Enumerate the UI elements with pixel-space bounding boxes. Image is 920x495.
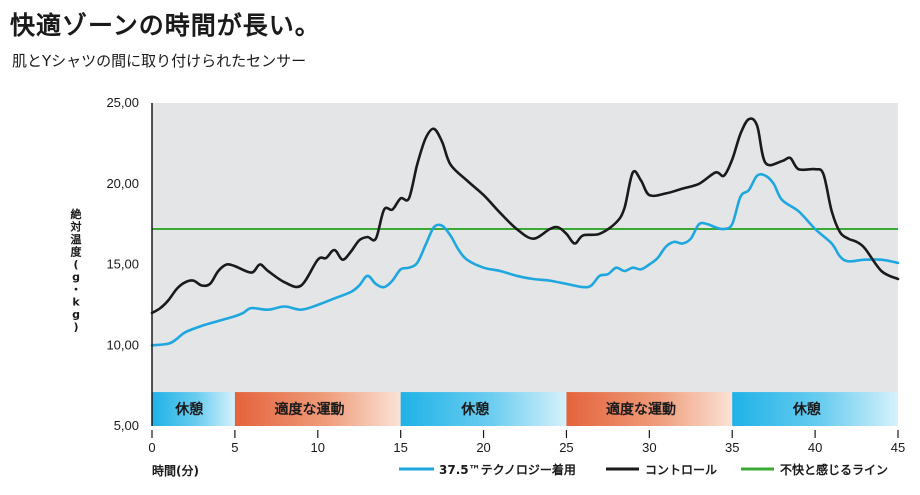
- legend-label-threshold: 不快と感じるライン: [780, 462, 888, 477]
- phase-band-exercise: [566, 392, 733, 426]
- x-tick-label: 5: [231, 440, 238, 455]
- phase-band-label: 適度な運動: [274, 401, 344, 418]
- x-tick-label: 15: [393, 440, 407, 455]
- phase-band-rest: [152, 392, 235, 426]
- legend: 37.5™テクノロジー着用 コントロール 不快と感じるライン: [399, 462, 888, 477]
- phase-band-rest: [400, 392, 567, 426]
- x-tick-label: 35: [725, 440, 739, 455]
- y-axis-label: 絶対温度(g ・ k g): [70, 207, 83, 334]
- phase-band-label: 休憩: [792, 401, 821, 418]
- x-axis-label: 時間(分): [152, 463, 199, 478]
- page-subtitle: 肌とYシャツの間に取り付けられたセンサー: [12, 52, 307, 70]
- phase-band-label: 休憩: [174, 401, 203, 418]
- x-tick-label: 0: [148, 440, 155, 455]
- x-tick-label: 10: [311, 440, 325, 455]
- y-tick-label: 25,00: [106, 95, 139, 110]
- series-line-control: [150, 117, 900, 315]
- legend-label-control: コントロール: [645, 463, 717, 477]
- x-tick-label: 20: [476, 440, 490, 455]
- plot-background: [152, 103, 898, 426]
- page-title: 快適ゾーンの時間が長い。: [10, 11, 321, 40]
- x-tick-label: 30: [642, 440, 656, 455]
- series-line-technology: [150, 172, 900, 347]
- y-tick-label: 20,00: [106, 176, 139, 191]
- phase-band-rest: [732, 392, 898, 426]
- phase-band-label: 適度な運動: [606, 401, 676, 418]
- x-tick-label: 45: [891, 440, 905, 455]
- x-tick-label: 40: [808, 440, 822, 455]
- phase-band-exercise: [234, 392, 401, 426]
- y-tick-label: 15,00: [106, 257, 139, 272]
- y-tick-label: 5,00: [114, 418, 139, 433]
- x-tick-label: 25: [559, 440, 573, 455]
- phase-band-label: 休憩: [460, 401, 489, 418]
- y-tick-label: 10,00: [106, 337, 139, 352]
- legend-label-technology: 37.5™テクノロジー着用: [439, 462, 576, 477]
